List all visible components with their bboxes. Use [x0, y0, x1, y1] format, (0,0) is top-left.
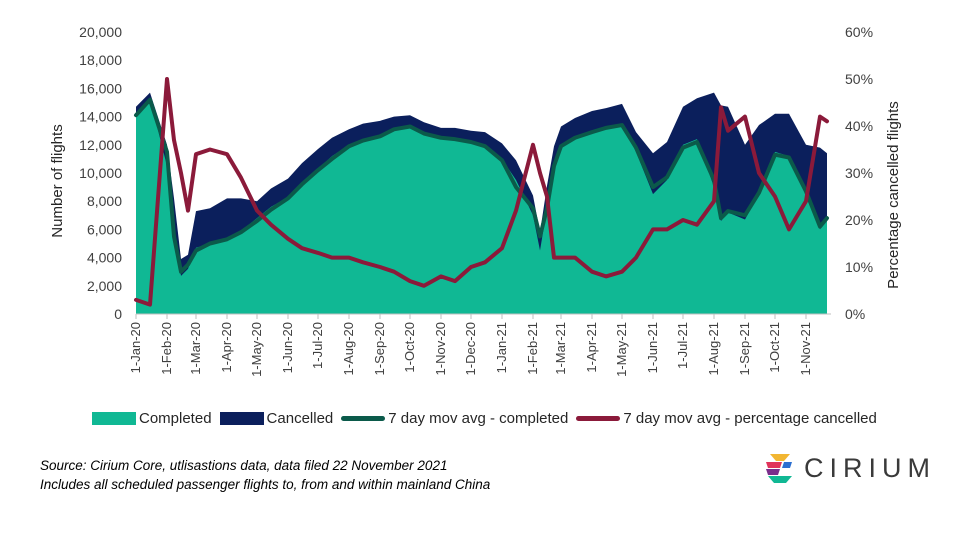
y-tick-label: 4,000 [87, 250, 122, 266]
area-completed [136, 98, 827, 315]
x-tick-label: 1-Nov-21 [798, 322, 813, 375]
legend-label-avg-pct: 7 day mov avg - percentage cancelled [623, 410, 877, 427]
cirium-logo-text: CIRIUM [804, 452, 936, 483]
y2-tick-label: 0% [845, 306, 865, 322]
legend-swatch-completed [92, 412, 136, 425]
x-tick-label: 1-Sep-20 [372, 322, 387, 375]
legend-label-completed: Completed [139, 410, 212, 427]
x-tick-label: 1-Mar-20 [188, 322, 203, 375]
x-tick-label: 1-Jan-20 [128, 322, 143, 373]
legend-swatch-avg-pct [576, 416, 621, 421]
line-avg-completed [134, 97, 829, 274]
x-tick-label: 1-Feb-20 [159, 322, 174, 375]
y-tick-label: 2,000 [87, 278, 122, 294]
x-tick-label: 1-Jun-20 [280, 322, 295, 373]
x-tick-label: 1-Dec-20 [463, 322, 478, 375]
y2-tick-label: 60% [845, 24, 873, 40]
y2-axis-title: Percentage cancelled flights [885, 101, 902, 289]
y-tick-label: 14,000 [79, 109, 122, 125]
x-tick-label: 1-Jul-20 [310, 322, 325, 369]
y2-tick-label: 10% [845, 259, 873, 275]
y-tick-label: 20,000 [79, 24, 122, 40]
y-tick-label: 18,000 [79, 52, 122, 68]
x-tick-label: 1-Mar-21 [553, 322, 568, 375]
y2-tick-label: 50% [845, 71, 873, 87]
x-tick-label: 1-Nov-20 [433, 322, 448, 375]
legend-label-avg-completed: 7 day mov avg - completed [388, 410, 569, 427]
legend-swatch-cancelled [219, 412, 264, 425]
x-tick-label: 1-Jun-21 [645, 322, 660, 373]
y-tick-label: 16,000 [79, 80, 122, 96]
source-line-2: Includes all scheduled passenger flights… [40, 477, 491, 492]
x-tick-label: 1-Oct-20 [402, 322, 417, 373]
y2-tick-label: 30% [845, 165, 873, 181]
legend-item-completed: Completed [92, 410, 212, 427]
x-tick-label: 1-Aug-20 [341, 322, 356, 375]
y-axis-title: Number of flights [49, 124, 66, 237]
y-tick-label: 0 [114, 306, 122, 322]
line-avg-pct-cancelled [134, 77, 829, 307]
y2-tick-label: 40% [845, 118, 873, 134]
y-tick-label: 12,000 [79, 137, 122, 153]
x-tick-label: 1-May-21 [614, 322, 629, 377]
x-tick-label: 1-Sep-21 [737, 322, 752, 375]
cirium-logo-mark [766, 454, 792, 483]
y2-tick-label: 20% [845, 212, 873, 228]
y-tick-label: 10,000 [79, 165, 122, 181]
y-tick-label: 8,000 [87, 193, 122, 209]
source-note: Source: Cirium Core, utlisastions data, … [40, 456, 490, 494]
axes: 0 2,000 4,000 6,000 8,000 10,000 12,000 14,000 1… [49, 24, 902, 377]
x-tick-label: 1-Jul-21 [675, 322, 690, 369]
legend-item-cancelled: Cancelled [219, 410, 334, 427]
x-tick-label: 1-Jan-21 [494, 322, 509, 373]
cirium-logo: CIRIUM [764, 452, 936, 484]
legend-item-avg-pct: 7 day mov avg - percentage cancelled [576, 410, 877, 427]
x-tick-label: 1-Apr-20 [219, 322, 234, 373]
source-line-1: Source: Cirium Core, utlisastions data, … [40, 458, 448, 473]
y-tick-label: 6,000 [87, 221, 122, 237]
legend-label-cancelled: Cancelled [266, 410, 334, 427]
x-tick-label: 1-May-20 [249, 322, 264, 377]
plot-area [134, 77, 829, 315]
x-tick-label: 1-Oct-21 [767, 322, 782, 373]
x-tick-label: 1-Feb-21 [525, 322, 540, 375]
x-tick-label: 1-Aug-21 [706, 322, 721, 375]
x-tick-label: 1-Apr-21 [584, 322, 599, 373]
legend: Completed Cancelled 7 day mov avg - comp… [92, 410, 885, 427]
legend-swatch-avg-completed [341, 416, 386, 421]
legend-item-avg-completed: 7 day mov avg - completed [341, 410, 568, 427]
